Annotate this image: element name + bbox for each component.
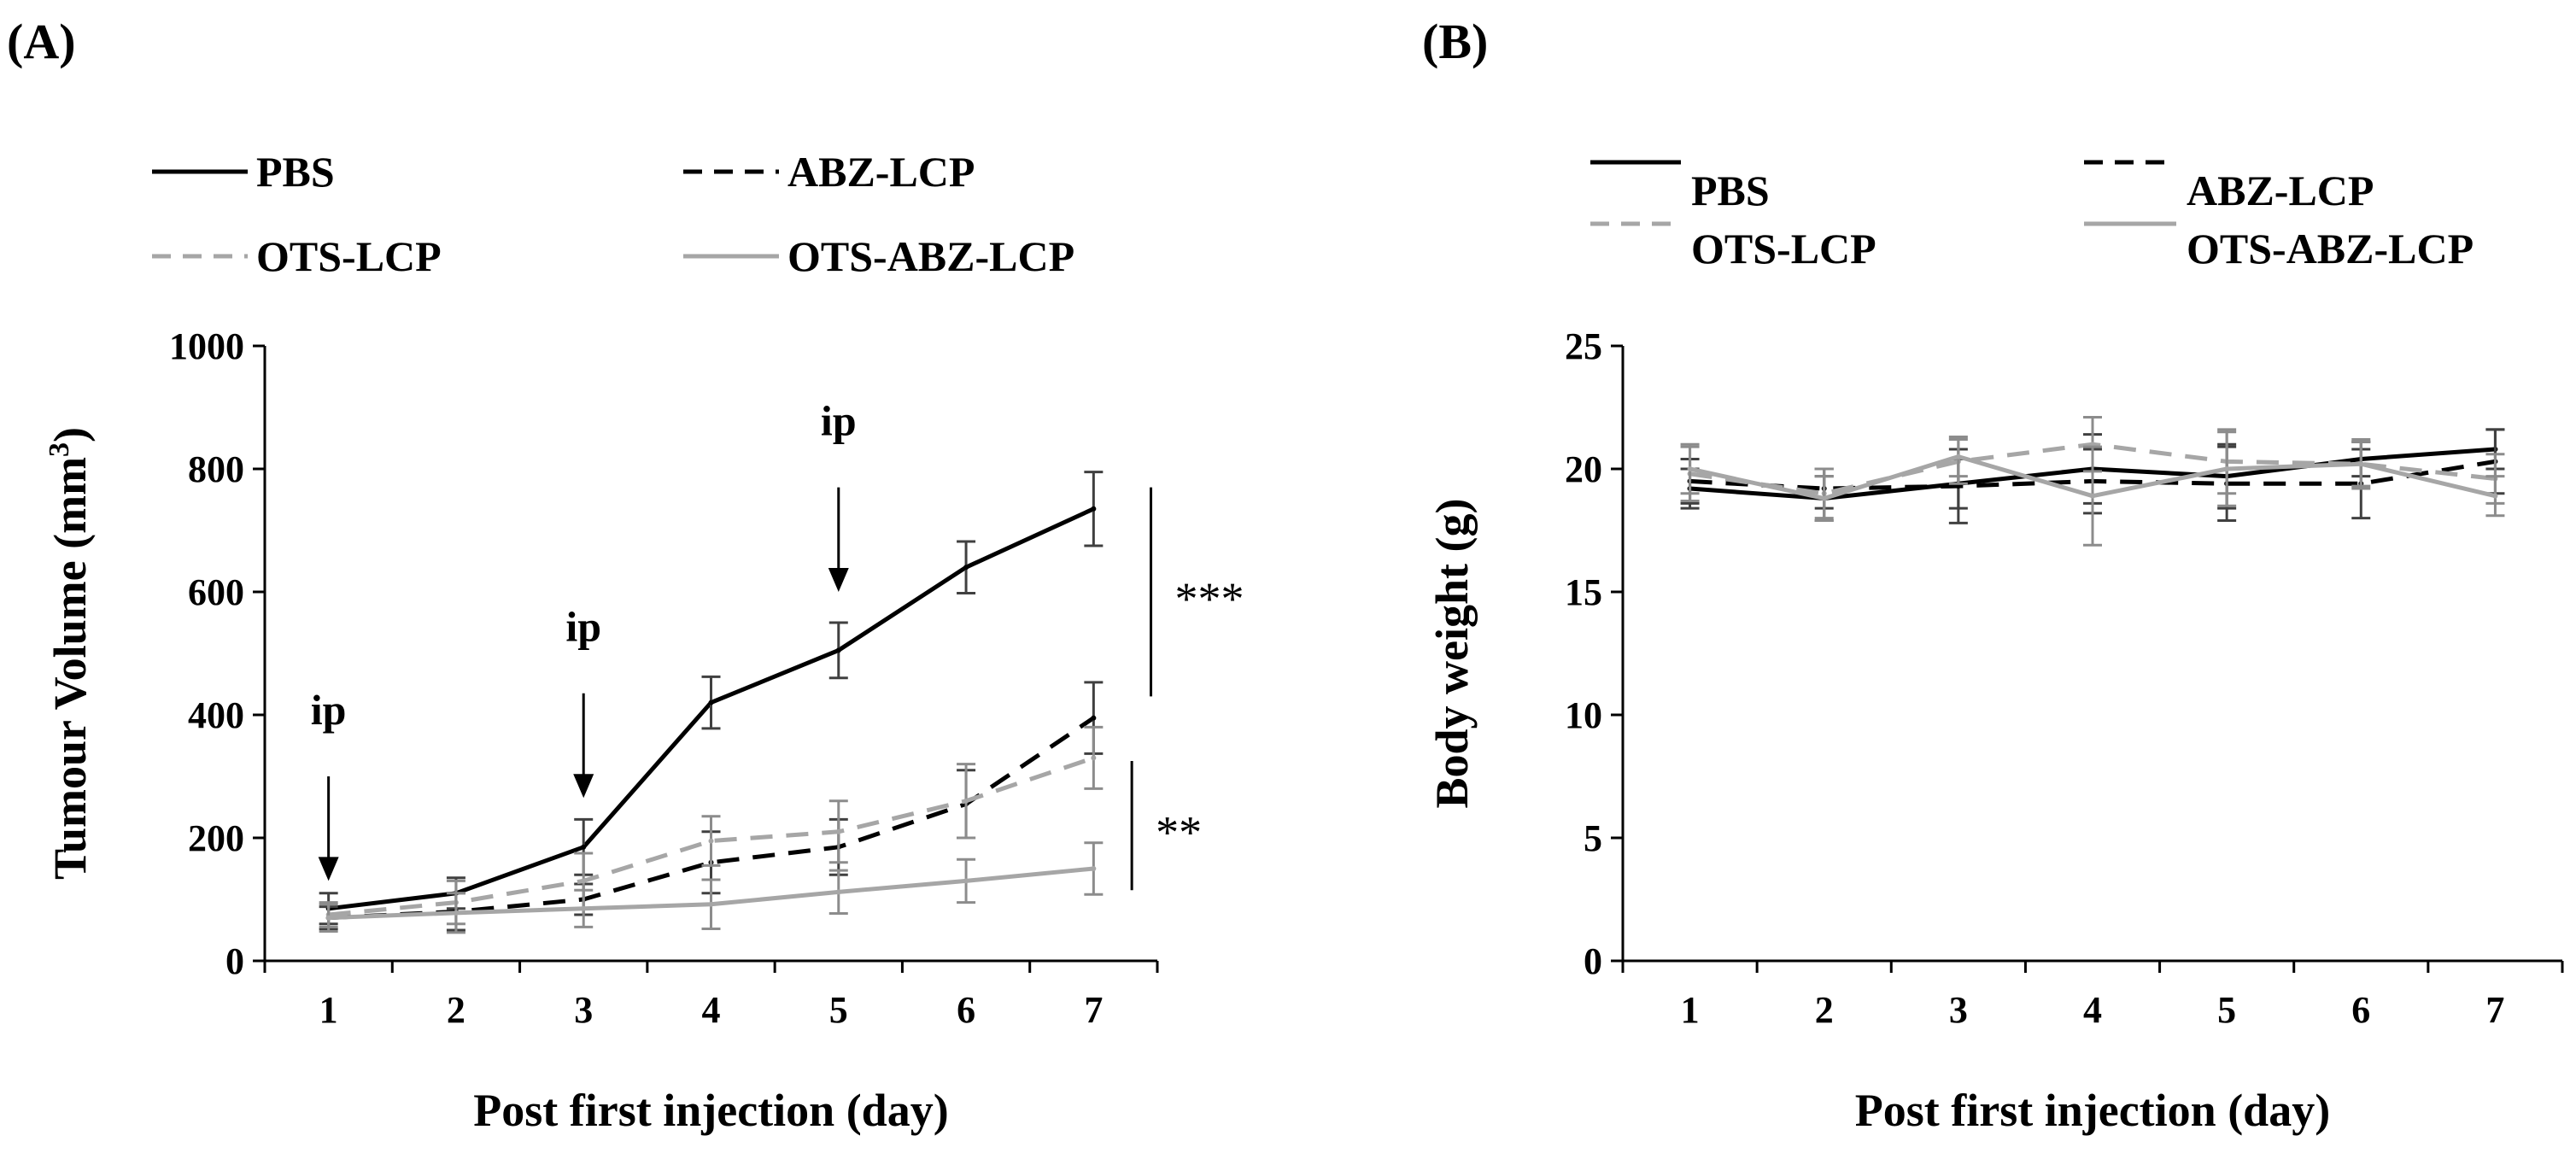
- x-tick-label: 4: [2083, 989, 2102, 1031]
- x-tick-label: 4: [702, 989, 721, 1031]
- legend-item: OTS-LCP: [1590, 221, 1876, 272]
- series-ots-abz-lcp: [1680, 430, 2505, 547]
- y-tick-label: 200: [188, 817, 244, 859]
- significance-marker: **: [1130, 761, 1202, 891]
- legend: PBS ABZ-LCP OTS-LCP OTS-ABZ-LCP: [1590, 160, 2474, 272]
- x-tick-label: 2: [447, 989, 465, 1031]
- panel-label: (B): [1422, 14, 1488, 69]
- x-tick-label: 7: [2485, 989, 2504, 1031]
- y-tick-label: 1000: [169, 325, 244, 367]
- data-point: [1091, 506, 1097, 512]
- data-point: [963, 878, 969, 884]
- data-point: [708, 838, 714, 844]
- x-tick-label: 5: [2217, 989, 2236, 1031]
- arrow-head: [573, 774, 594, 799]
- significance-label: **: [1156, 807, 1202, 858]
- data-point: [2358, 461, 2364, 467]
- significance-marker: ***: [1150, 487, 1244, 697]
- data-point: [453, 910, 459, 916]
- data-point: [835, 889, 841, 895]
- injection-annotation: ip: [565, 603, 601, 799]
- data-point: [581, 844, 587, 850]
- data-point: [708, 901, 714, 907]
- x-tick-label: 1: [319, 989, 338, 1031]
- data-point: [1821, 495, 1827, 501]
- arrow-head: [318, 857, 339, 881]
- y-axis-title-close: ): [44, 427, 96, 442]
- data-point: [1687, 466, 1693, 471]
- data-point: [1091, 866, 1097, 871]
- x-tick-label: 3: [1949, 989, 1968, 1031]
- data-point: [1955, 454, 1961, 460]
- legend-label: PBS: [256, 148, 335, 196]
- x-axis-title: Post first injection (day): [1855, 1085, 2330, 1136]
- y-axis-title: Tumour Volume (mm3): [44, 427, 96, 880]
- series-ots-abz-lcp: [319, 841, 1104, 934]
- x-tick-label: 1: [1681, 989, 1700, 1031]
- y-tick-label: 0: [1584, 940, 1602, 982]
- legend-label: PBS: [1691, 167, 1770, 214]
- y-tick-label: 20: [1565, 448, 1602, 490]
- data-point: [1091, 715, 1097, 721]
- chart-panel-a: (A) PBS ABZ-LCP OTS-LCP OTS-ABZ-LCP 0 200 400 60…: [7, 14, 1244, 1136]
- y-tick-label: 400: [188, 694, 244, 736]
- annotation-label: ip: [821, 396, 857, 444]
- legend-label: OTS-ABZ-LCP: [2187, 225, 2474, 272]
- legend-item: OTS-ABZ-LCP: [2084, 221, 2474, 272]
- data-point: [1091, 755, 1097, 761]
- data-point: [835, 647, 841, 653]
- data-point: [581, 878, 587, 884]
- x-tick-label: 2: [1815, 989, 1834, 1031]
- data-point: [2090, 493, 2095, 499]
- data-point: [963, 798, 969, 804]
- x-axis-title: Post first injection (day): [473, 1085, 948, 1136]
- y-axis-title-text: Tumour Volume (mm: [44, 457, 96, 880]
- data-point: [581, 905, 587, 911]
- y-tick-label: 0: [225, 940, 244, 982]
- panel-label: (A): [7, 14, 76, 69]
- data-point: [835, 828, 841, 834]
- y-tick-label: 5: [1584, 817, 1602, 859]
- legend: PBS ABZ-LCP OTS-LCP OTS-ABZ-LCP: [152, 148, 1074, 280]
- y-tick-label: 10: [1565, 694, 1602, 736]
- legend-label: OTS-LCP: [256, 232, 442, 280]
- legend-label: OTS-ABZ-LCP: [787, 232, 1074, 280]
- legend-item: ABZ-LCP: [2084, 160, 2374, 214]
- annotation-label: ip: [565, 603, 601, 651]
- legend-item: OTS-LCP: [152, 232, 442, 280]
- legend-label: OTS-LCP: [1691, 225, 1876, 272]
- significance-label: ***: [1175, 573, 1244, 624]
- x-tick-label: 5: [829, 989, 848, 1031]
- y-tick-label: 800: [188, 448, 244, 490]
- y-axis-title-superscript: 3: [44, 442, 75, 457]
- data-point: [2492, 493, 2498, 499]
- y-tick-label: 25: [1565, 325, 1602, 367]
- legend-item: OTS-ABZ-LCP: [683, 232, 1074, 280]
- x-tick-label: 3: [574, 989, 593, 1031]
- data-point: [325, 915, 331, 921]
- legend-item: ABZ-LCP: [683, 148, 975, 196]
- injection-annotation: ip: [821, 396, 857, 592]
- arrow-head: [828, 568, 849, 592]
- legend-item: PBS: [1590, 160, 1770, 214]
- injection-annotation: ip: [311, 686, 347, 881]
- data-point: [963, 565, 969, 571]
- data-point: [708, 699, 714, 705]
- y-tick-label: 15: [1565, 571, 1602, 613]
- legend-label: ABZ-LCP: [787, 148, 975, 196]
- x-tick-label: 6: [957, 989, 975, 1031]
- x-tick-label: 7: [1084, 989, 1103, 1031]
- legend-item: PBS: [152, 148, 335, 196]
- annotation-label: ip: [311, 686, 347, 734]
- y-tick-label: 600: [188, 571, 244, 613]
- legend-label: ABZ-LCP: [2187, 167, 2374, 214]
- x-tick-label: 6: [2351, 989, 2370, 1031]
- y-axis-title: Body weight (g): [1426, 499, 1478, 809]
- data-point: [2224, 466, 2230, 471]
